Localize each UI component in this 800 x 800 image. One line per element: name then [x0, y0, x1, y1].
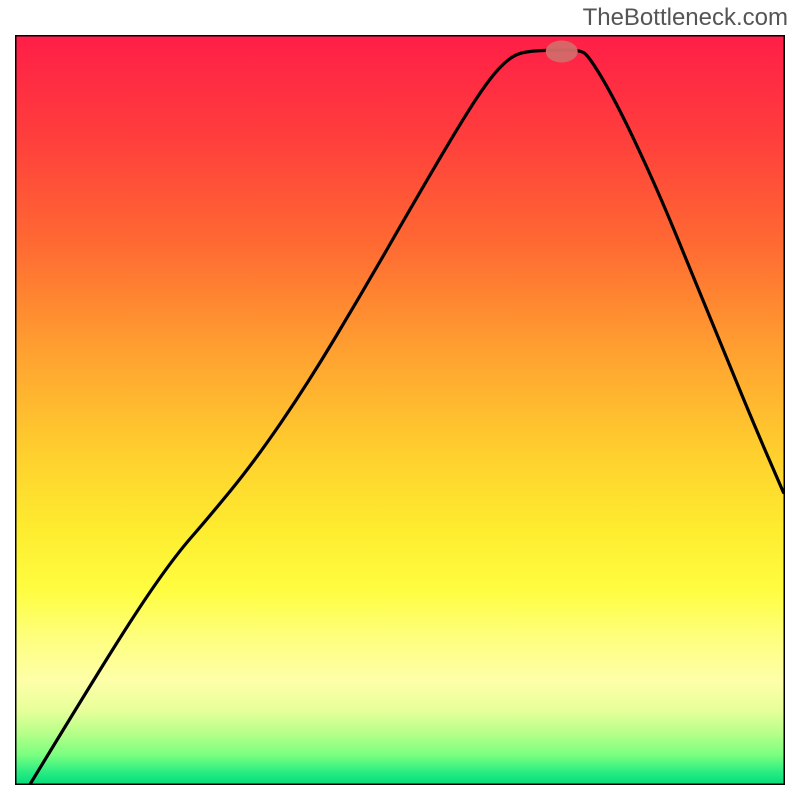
plot-area: [15, 35, 785, 785]
gradient-background: [15, 35, 785, 785]
optimal-point-marker: [546, 41, 578, 63]
gradient-line-chart: [15, 35, 785, 785]
watermark-text: TheBottleneck.com: [583, 4, 788, 32]
chart-container: { "watermark": { "text": "TheBottleneck.…: [0, 0, 800, 800]
